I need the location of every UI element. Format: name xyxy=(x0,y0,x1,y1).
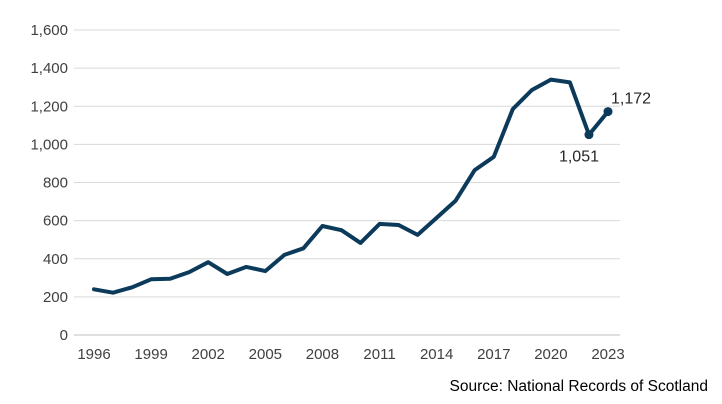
data-label: 1,051 xyxy=(559,149,599,166)
x-tick-label: 2017 xyxy=(477,346,510,363)
y-tick-label: 1,400 xyxy=(30,60,68,77)
x-tick-label: 2020 xyxy=(534,346,567,363)
x-tick-label: 1996 xyxy=(77,346,110,363)
data-markers xyxy=(584,107,613,140)
y-tick-label: 800 xyxy=(43,175,68,192)
x-tick-label: 2023 xyxy=(591,346,624,363)
x-tick-label: 2014 xyxy=(420,346,453,363)
y-tick-label: 0 xyxy=(60,327,68,344)
x-tick-label: 2011 xyxy=(363,346,395,363)
y-axis: 0 200 400 600 800 1,000 1,200 1,400 1,600 xyxy=(30,22,68,344)
x-tick-label: 2005 xyxy=(249,346,282,363)
data-point-marker xyxy=(603,107,613,117)
gridlines xyxy=(74,29,620,336)
x-tick-label: 2008 xyxy=(306,346,339,363)
y-tick-label: 1,200 xyxy=(30,98,68,115)
data-point-marker xyxy=(584,130,594,140)
y-tick-label: 400 xyxy=(43,251,68,268)
y-tick-label: 600 xyxy=(43,213,68,230)
x-tick-label: 1999 xyxy=(134,346,167,363)
y-tick-label: 200 xyxy=(43,289,68,306)
y-tick-label: 1,600 xyxy=(30,22,68,39)
x-axis: 1996 1999 2002 2005 2008 2011 2014 2017 2020 2023 xyxy=(77,346,624,363)
x-tick-label: 2002 xyxy=(192,346,225,363)
y-tick-label: 1,000 xyxy=(30,136,68,153)
source-note: Source: National Records of Scotland xyxy=(449,378,708,395)
data-label: 1,172 xyxy=(611,91,651,108)
series-line xyxy=(92,77,610,295)
data-labels: 1,051 1,172 xyxy=(559,91,651,166)
